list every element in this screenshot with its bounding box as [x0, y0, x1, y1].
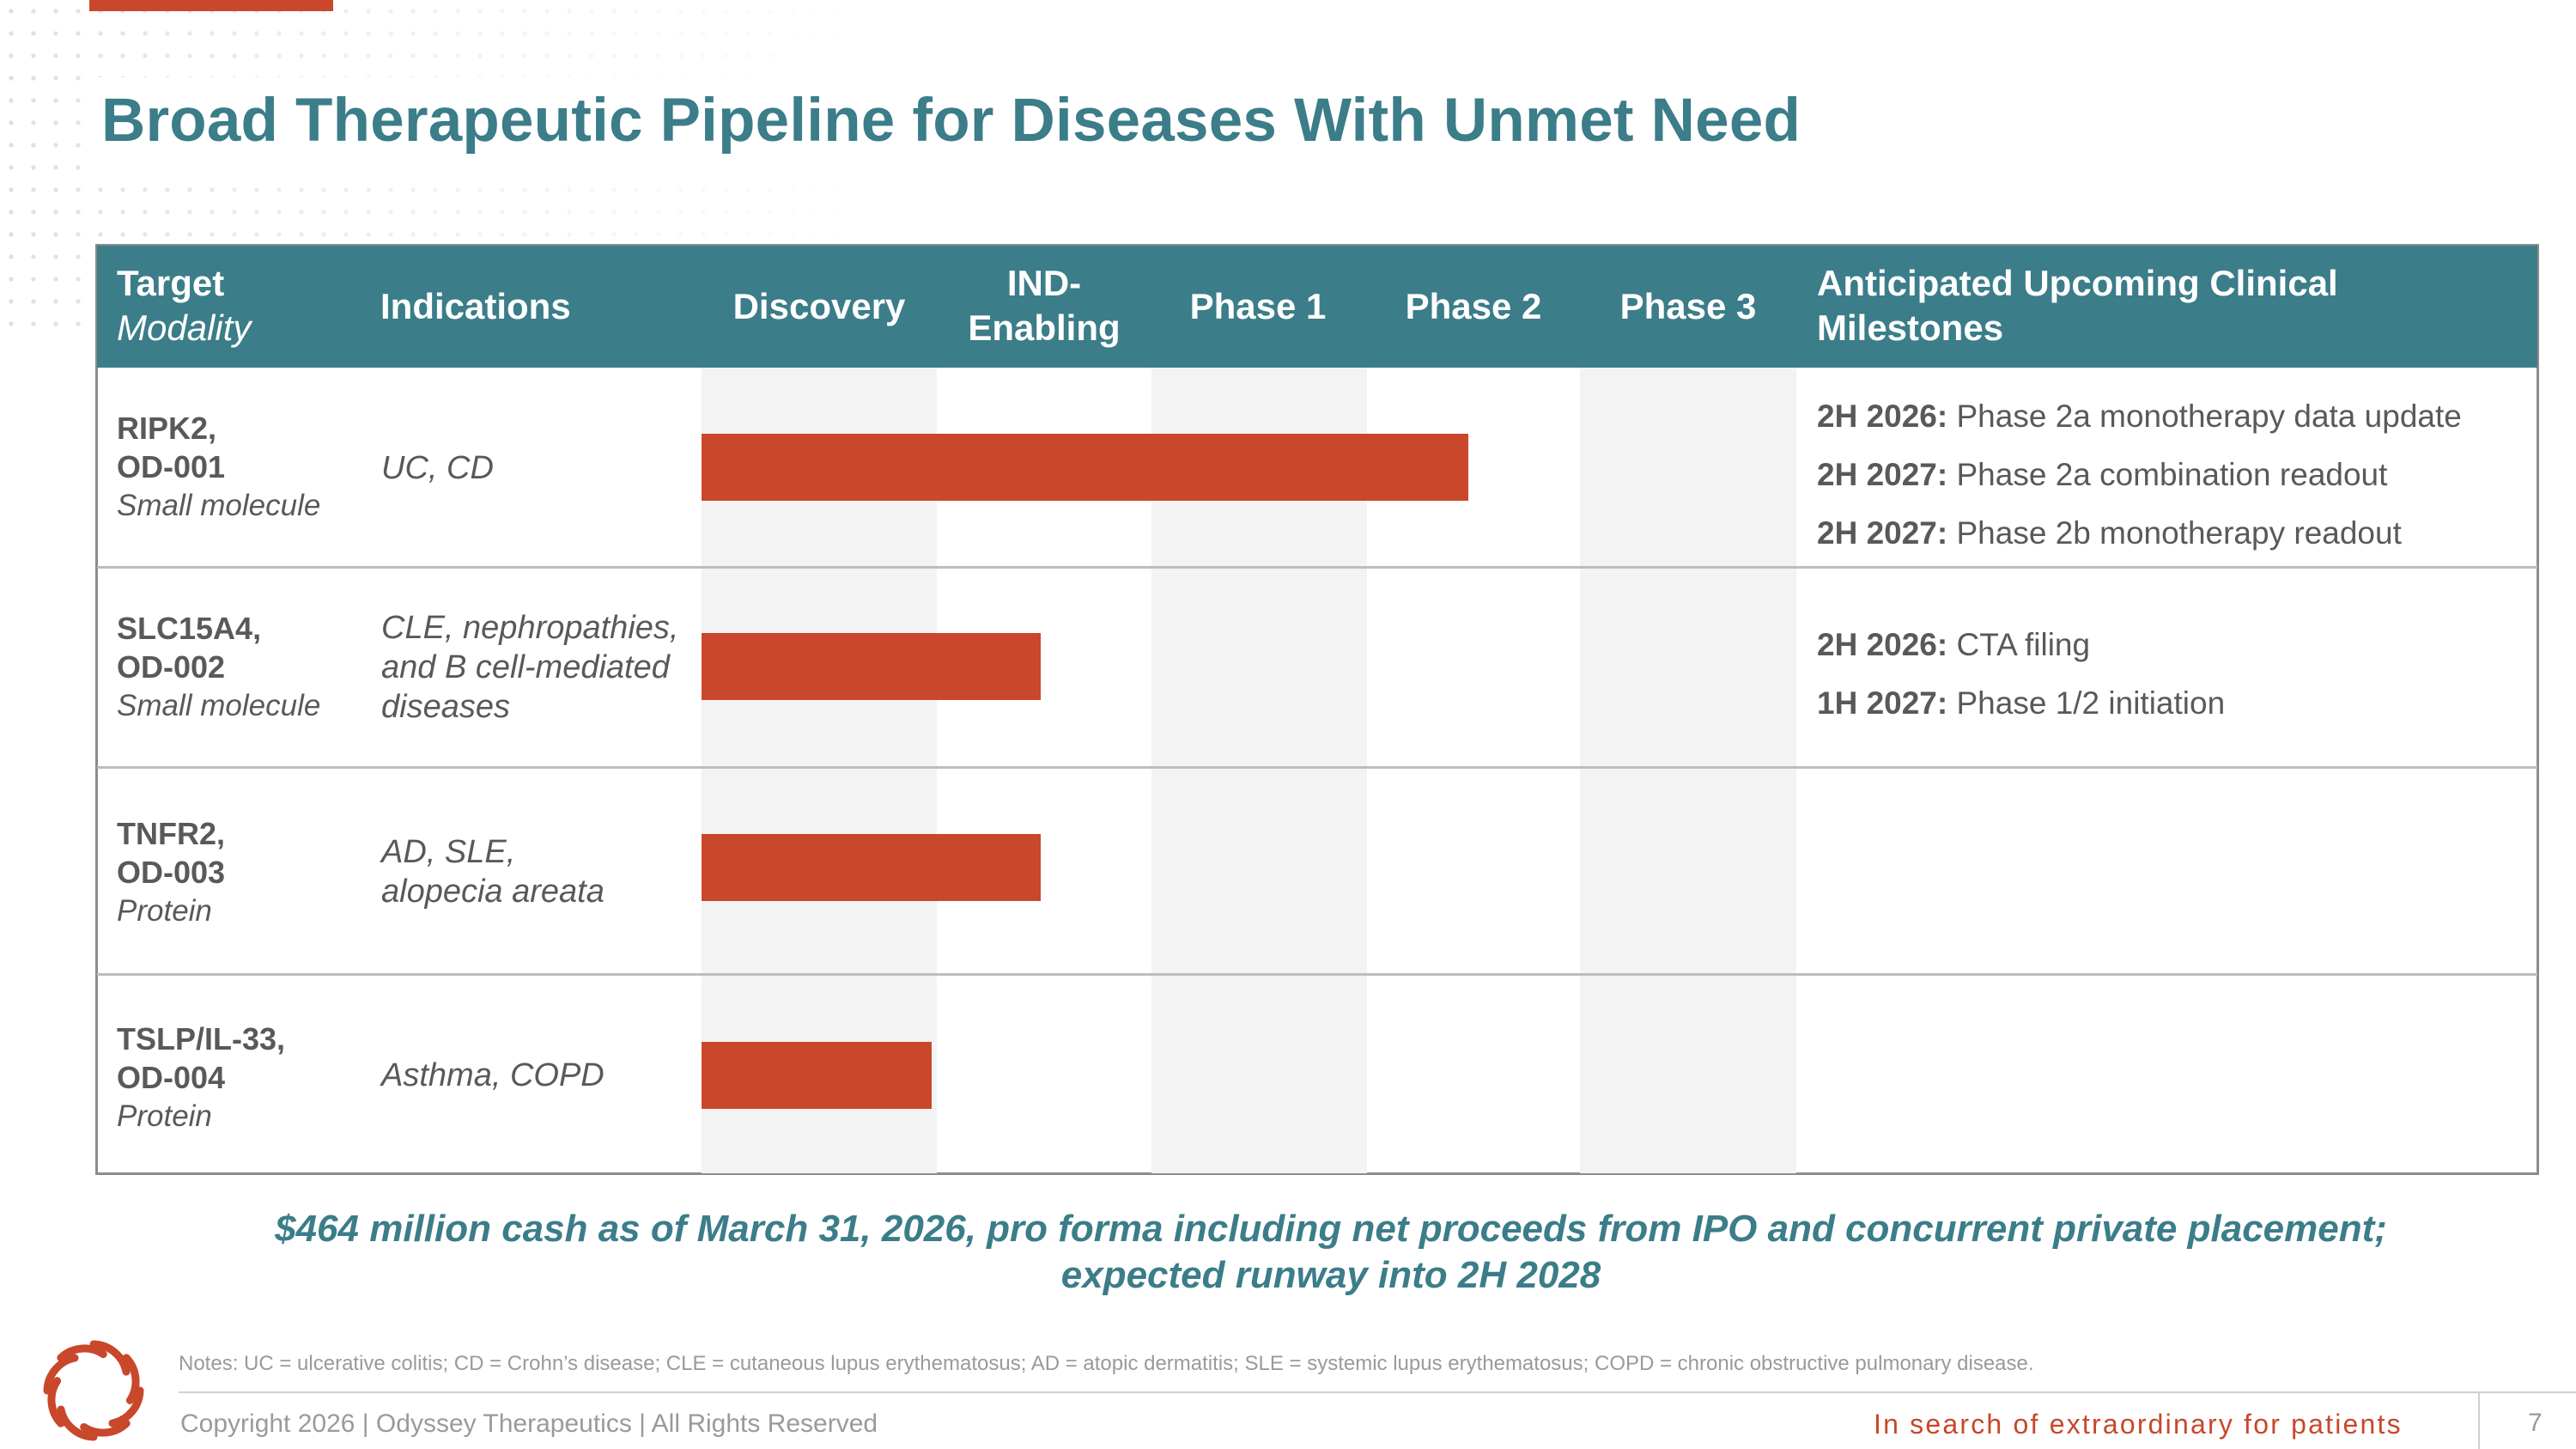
slide-title: Broad Therapeutic Pipeline for Diseases … [101, 87, 1801, 155]
milestone-list: 2H 2026: CTA filing 1H 2027: Phase 1/2 i… [1817, 616, 2225, 733]
stage-column-shade-phase3 [1580, 368, 1796, 1173]
header-target: Target Modality [117, 261, 251, 350]
indication-cell: UC, CD [381, 450, 494, 486]
indication-cell: AD, SLE, alopecia areata [381, 834, 605, 910]
target-cell: RIPK2, OD-001 Small molecule [117, 409, 320, 525]
milestone-item: 2H 2027: Phase 2a combination readout [1817, 457, 2388, 492]
row-divider [97, 973, 2537, 976]
table-header: Target Modality Indications Discovery IN… [97, 246, 2537, 368]
header-milestones: Anticipated Upcoming Clinical Milestones [1817, 263, 2338, 348]
milestone-item: 2H 2026: Phase 2a monotherapy data updat… [1817, 399, 2462, 434]
header-phase-3: Phase 3 [1619, 286, 1757, 326]
stage-column-shade-phase1 [1151, 368, 1367, 1173]
progress-bar [702, 834, 1041, 901]
modality: Small molecule [117, 689, 321, 722]
header-ind-enabling: IND- Enabling [968, 263, 1121, 348]
progress-bar [702, 434, 1468, 501]
header-phase-2: Phase 2 [1405, 286, 1542, 326]
table-frame [95, 244, 2539, 1175]
modality: Protein [117, 1099, 212, 1133]
cash-runway-note: $464 million cash as of March 31, 2026, … [275, 1208, 2387, 1296]
progress-bar [702, 1042, 932, 1109]
footer-divider [179, 1391, 2576, 1393]
footnotes: Notes: UC = ulcerative colitis; CD = Cro… [179, 1352, 2034, 1375]
footer-vertical-divider [2478, 1393, 2480, 1449]
stage-column-shade-discovery [702, 368, 937, 1173]
header-modality: Modality [117, 307, 252, 348]
tagline: In search of extraordinary for patients [1874, 1409, 2403, 1440]
target-cell: SLC15A4, OD-002 Small molecule [117, 609, 320, 725]
top-accent-bar [89, 0, 333, 11]
indication-cell: Asthma, COPD [381, 1057, 605, 1093]
target-cell: TSLP/IL-33, OD-004 Protein [117, 1020, 285, 1135]
modality: Protein [117, 894, 212, 928]
milestone-item: 2H 2026: CTA filing [1817, 627, 2091, 662]
page-number: 7 [2528, 1409, 2543, 1437]
milestone-item: 2H 2027: Phase 2b monotherapy readout [1817, 515, 2402, 551]
copyright-text: Copyright 2026 | Odyssey Therapeutics | … [180, 1409, 878, 1438]
header-phase-1: Phase 1 [1189, 286, 1327, 326]
progress-bar [702, 633, 1041, 700]
milestone-list: 2H 2026: Phase 2a monotherapy data updat… [1817, 387, 2462, 563]
header-indications: Indications [380, 286, 571, 326]
row-divider [97, 566, 2537, 569]
target-cell: TNFR2, OD-003 Protein [117, 814, 225, 930]
header-discovery: Discovery [732, 286, 906, 326]
odyssey-swirl-logo-icon [43, 1340, 144, 1441]
milestone-item: 1H 2027: Phase 1/2 initiation [1817, 685, 2226, 721]
modality: Small molecule [117, 489, 321, 522]
row-divider [97, 766, 2537, 769]
indication-cell: CLE, nephropathies, and B cell-mediated … [381, 610, 679, 725]
